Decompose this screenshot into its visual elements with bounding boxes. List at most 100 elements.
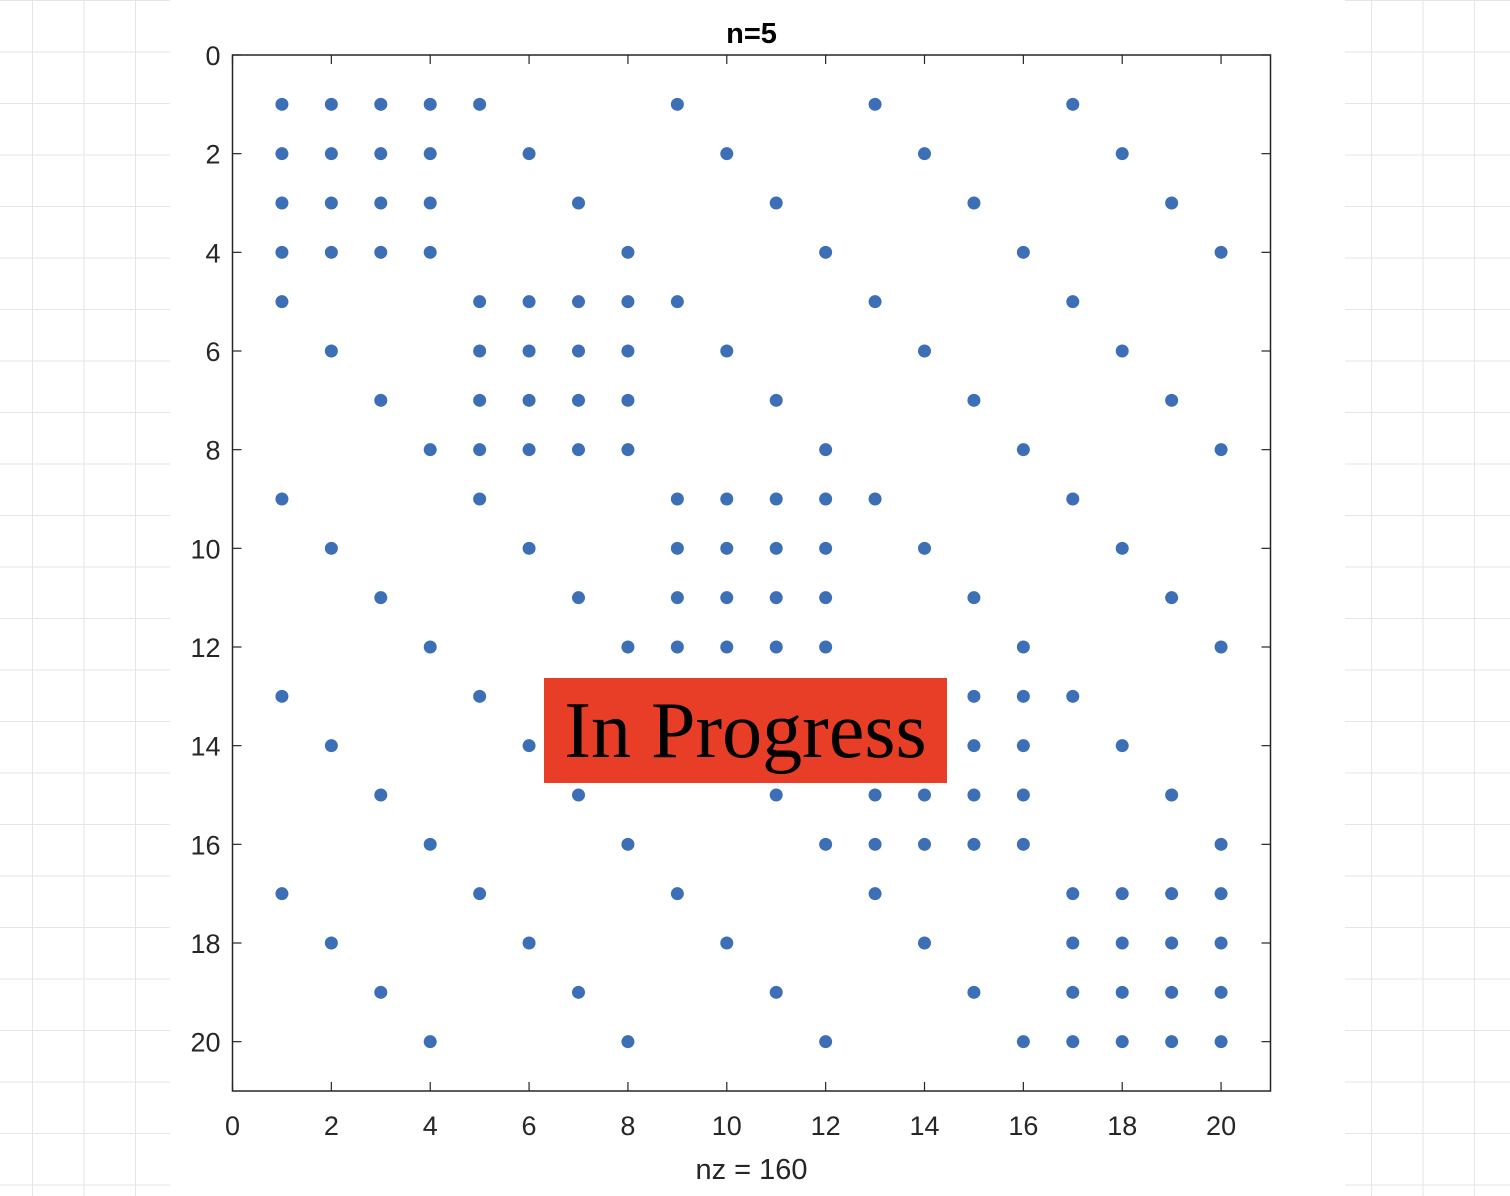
data-point (670, 887, 684, 901)
x-tick-label: 10 (712, 1111, 742, 1141)
data-point (423, 443, 437, 457)
data-point (819, 443, 833, 457)
data-point (918, 788, 931, 802)
data-point (324, 936, 338, 950)
data-point (621, 640, 635, 654)
data-point (621, 344, 635, 358)
data-point (324, 147, 338, 161)
data-point (1165, 936, 1179, 950)
data-point (1115, 541, 1129, 555)
data-point (423, 147, 437, 161)
data-point (1016, 1035, 1030, 1049)
data-point (868, 887, 882, 901)
axes: 0 2 4 6 8 10 12 14 16 18 20 0 2 4 6 8 10 12 14 16 18 20 (190, 41, 1272, 1141)
data-point (275, 492, 289, 506)
data-point (918, 344, 931, 358)
data-point (967, 196, 981, 210)
x-tick-label: 14 (909, 1111, 939, 1141)
data-point (670, 295, 684, 309)
data-point (720, 936, 734, 950)
data-point (720, 492, 734, 506)
data-point (720, 147, 734, 161)
data-point (720, 591, 734, 605)
data-point (572, 344, 585, 358)
data-point (374, 788, 388, 802)
x-tick-label: 6 (522, 1111, 537, 1141)
data-point (572, 196, 585, 210)
data-point (1165, 196, 1179, 210)
data-point (868, 295, 882, 309)
data-point (918, 147, 931, 161)
data-point (1165, 887, 1179, 901)
data-point (324, 541, 338, 555)
y-tick-label: 2 (205, 140, 220, 170)
data-point (572, 788, 585, 802)
data-point (769, 541, 783, 555)
y-tick-label: 10 (190, 534, 220, 564)
data-point (374, 97, 388, 111)
data-point (769, 196, 783, 210)
data-point (1066, 689, 1080, 703)
data-point (374, 196, 388, 210)
data-point (819, 492, 833, 506)
in-progress-banner: In Progress (544, 678, 947, 783)
y-tick-label: 16 (190, 830, 220, 860)
data-point (522, 541, 536, 555)
data-point (621, 245, 635, 259)
data-point (918, 936, 931, 950)
y-tick-label: 0 (205, 41, 220, 71)
data-point (769, 788, 783, 802)
data-point (1016, 788, 1030, 802)
data-point (1115, 344, 1129, 358)
data-point (819, 837, 833, 851)
data-point (1016, 837, 1030, 851)
data-point (572, 295, 585, 309)
data-point (473, 887, 487, 901)
data-point (1066, 295, 1080, 309)
y-tick-label: 18 (190, 929, 220, 959)
data-point (324, 344, 338, 358)
data-point (423, 97, 437, 111)
y-tick-label: 20 (190, 1028, 220, 1058)
data-point (572, 393, 585, 407)
data-point (769, 640, 783, 654)
data-point (1214, 985, 1228, 999)
data-point (819, 245, 833, 259)
data-point (1115, 147, 1129, 161)
data-point (967, 837, 981, 851)
data-point (324, 245, 338, 259)
y-tick-label: 6 (205, 337, 220, 367)
data-point (522, 443, 536, 457)
data-point (1016, 739, 1030, 753)
data-point (522, 739, 536, 753)
data-point (473, 295, 487, 309)
data-point (670, 591, 684, 605)
data-point (1214, 936, 1228, 950)
data-point (1214, 1035, 1228, 1049)
data-points (275, 97, 1228, 1049)
data-point (1016, 245, 1030, 259)
data-point (670, 97, 684, 111)
data-point (967, 393, 981, 407)
data-point (1214, 245, 1228, 259)
data-point (819, 1035, 833, 1049)
data-point (473, 492, 487, 506)
data-point (1115, 936, 1129, 950)
plot-frame (231, 54, 1272, 1092)
data-point (1214, 887, 1228, 901)
data-point (621, 295, 635, 309)
data-point (720, 344, 734, 358)
data-point (1066, 887, 1080, 901)
data-point (572, 591, 585, 605)
data-point (670, 492, 684, 506)
data-point (1165, 1035, 1179, 1049)
data-point (720, 640, 734, 654)
data-point (275, 887, 289, 901)
x-tick-label: 18 (1107, 1111, 1137, 1141)
data-point (374, 591, 388, 605)
data-point (868, 97, 882, 111)
data-point (819, 640, 833, 654)
data-point (1115, 985, 1129, 999)
data-point (868, 788, 882, 802)
data-point (522, 344, 536, 358)
